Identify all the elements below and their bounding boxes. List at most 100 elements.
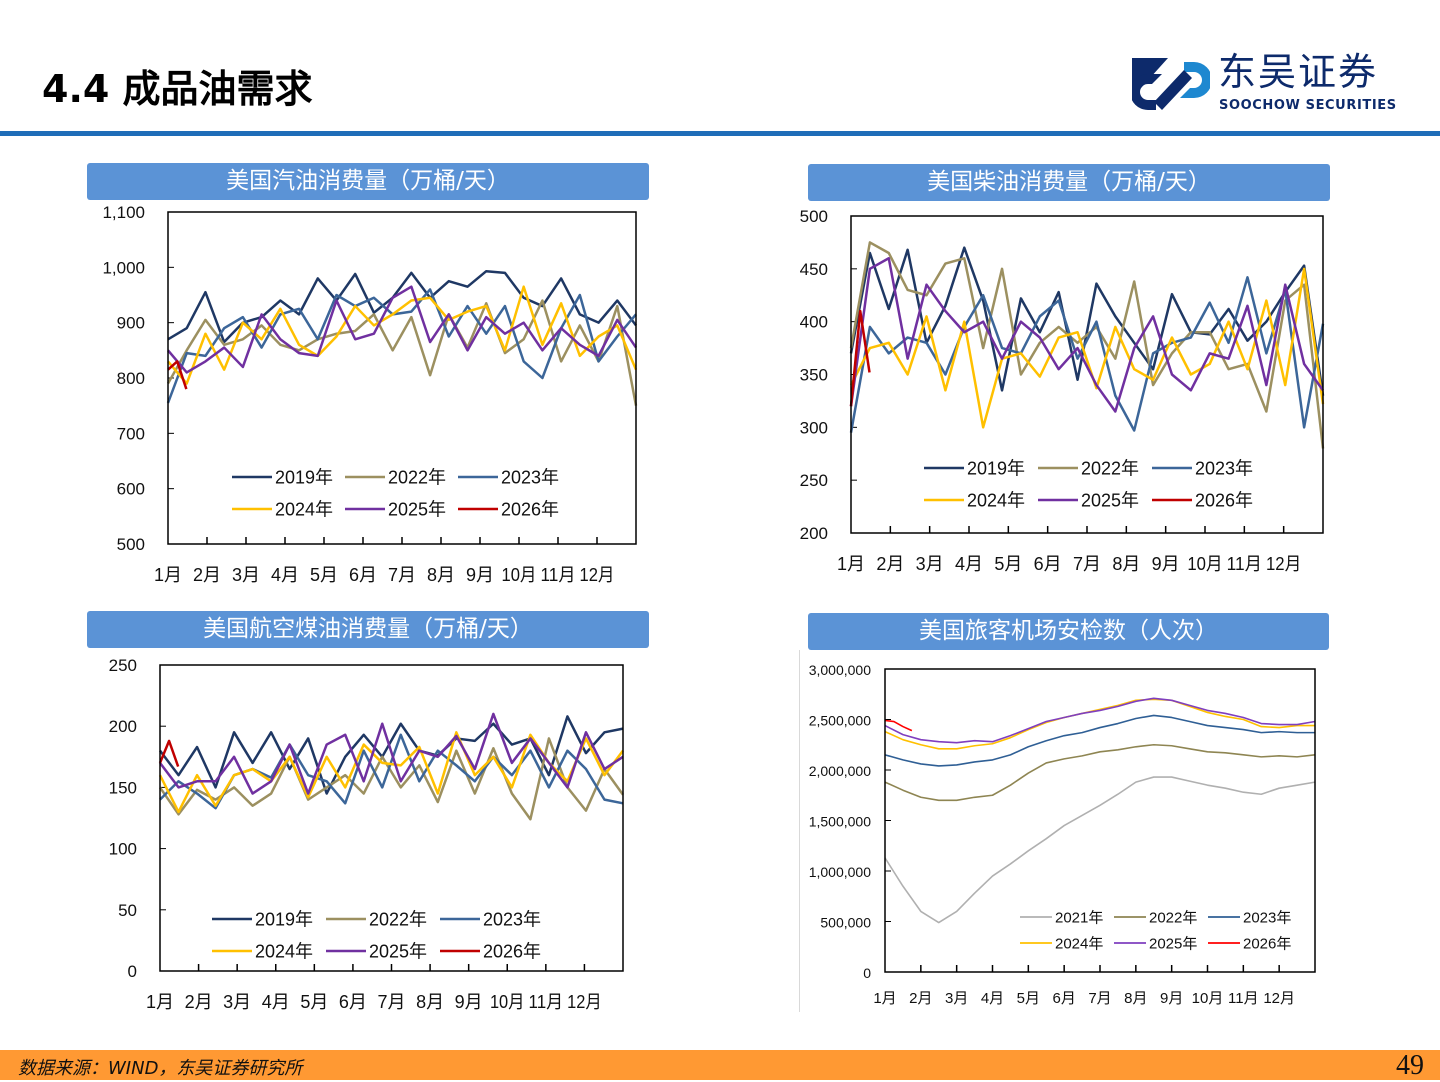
x-tick-label: 9月 bbox=[1160, 990, 1183, 1007]
x-tick-label: 1月 bbox=[154, 565, 182, 585]
legend-label: 2019年 bbox=[255, 909, 313, 929]
gasoline-chart-title: 美国汽油消费量（万桶/天） bbox=[87, 163, 649, 200]
series-line-2023年 bbox=[166, 288, 637, 404]
y-tick-label: 700 bbox=[117, 424, 145, 443]
x-tick-label: 3月 bbox=[916, 554, 944, 574]
y-tick-label: 150 bbox=[109, 778, 137, 797]
x-tick-label: 12月 bbox=[1263, 990, 1295, 1007]
x-tick-label: 3月 bbox=[945, 990, 968, 1007]
y-tick-label: 200 bbox=[800, 524, 828, 543]
series-line-2025年 bbox=[884, 697, 1316, 744]
y-tick-label: 400 bbox=[800, 313, 828, 332]
legend-label: 2024年 bbox=[1055, 935, 1103, 952]
y-tick-label: 450 bbox=[800, 260, 828, 279]
x-tick-label: 5月 bbox=[994, 554, 1022, 574]
series-line-2022年 bbox=[166, 299, 638, 406]
legend-label: 2025年 bbox=[369, 941, 427, 961]
y-tick-label: 500,000 bbox=[820, 915, 871, 931]
legend-label: 2026年 bbox=[1243, 935, 1291, 952]
x-tick-label: 10月 bbox=[1187, 554, 1222, 574]
legend-label: 2025年 bbox=[1081, 490, 1139, 510]
legend-label: 2025年 bbox=[1149, 935, 1197, 952]
logo-chinese-name: 东吴证券 bbox=[1218, 50, 1379, 94]
x-tick-label: 11月 bbox=[1227, 554, 1262, 574]
y-tick-label: 1,000 bbox=[102, 258, 145, 277]
y-tick-label: 0 bbox=[128, 962, 137, 981]
soochow-logo-mark-icon bbox=[1132, 58, 1210, 110]
legend-label: 2023年 bbox=[1195, 458, 1253, 478]
legend-label: 2022年 bbox=[1149, 909, 1197, 926]
legend-label: 2019年 bbox=[967, 458, 1025, 478]
x-tick-label: 12月 bbox=[580, 565, 615, 585]
series-line-2026年 bbox=[158, 739, 180, 768]
x-tick-label: 5月 bbox=[310, 565, 338, 585]
legend-label: 2024年 bbox=[255, 941, 313, 961]
x-tick-label: 7月 bbox=[388, 565, 416, 585]
series-line-2025年 bbox=[167, 285, 638, 374]
x-tick-label: 10月 bbox=[502, 565, 537, 585]
x-tick-label: 7月 bbox=[1088, 990, 1111, 1007]
plot-area-frame bbox=[850, 215, 1324, 534]
series-line-2022年 bbox=[849, 241, 1325, 449]
series-line-2023年 bbox=[849, 276, 1325, 433]
y-tick-label: 200 bbox=[109, 717, 137, 736]
legend-label: 2023年 bbox=[501, 467, 559, 487]
legend-label: 2022年 bbox=[369, 909, 427, 929]
y-tick-label: 900 bbox=[117, 314, 145, 333]
legend-label: 2024年 bbox=[275, 499, 333, 519]
x-tick-label: 6月 bbox=[339, 992, 367, 1012]
y-tick-label: 2,500,000 bbox=[809, 713, 871, 729]
x-tick-label: 8月 bbox=[1112, 554, 1140, 574]
gasoline-chart: 500 600 700 800 900 1,000 1,100 1月 2月 3月 4月 5月 6月 7月 8… bbox=[102, 203, 638, 585]
x-tick-label: 2月 bbox=[193, 565, 221, 585]
plot-area-frame bbox=[167, 211, 637, 545]
legend-label: 2022年 bbox=[1081, 458, 1139, 478]
diesel-chart: 200 250 300 350 400 450 500 1月 2月 3月 4月 5月 6月 7月 8月 9月 1… bbox=[800, 207, 1325, 574]
x-tick-label: 5月 bbox=[300, 992, 328, 1012]
divider bbox=[799, 650, 800, 1012]
jet-fuel-chart-title: 美国航空煤油消费量（万桶/天） bbox=[87, 611, 649, 648]
x-tick-label: 2月 bbox=[909, 990, 932, 1007]
series-line-2026年 bbox=[167, 360, 188, 390]
header-rule bbox=[0, 131, 1440, 136]
series-line-2021年 bbox=[884, 776, 1316, 924]
x-tick-label: 7月 bbox=[377, 992, 405, 1012]
plot-area-frame bbox=[159, 664, 624, 972]
x-tick-label: 11月 bbox=[529, 992, 564, 1012]
y-tick-label: 100 bbox=[109, 840, 137, 859]
legend-label: 2025年 bbox=[388, 499, 446, 519]
x-tick-label: 2月 bbox=[876, 554, 904, 574]
x-tick-label: 4月 bbox=[981, 990, 1004, 1007]
series-line-2024年 bbox=[849, 267, 1325, 429]
y-tick-label: 300 bbox=[800, 418, 828, 437]
x-tick-label: 11月 bbox=[541, 565, 576, 585]
footer-bar: 数据来源：WIND，东吴证券研究所 49 bbox=[0, 1050, 1440, 1081]
x-tick-label: 6月 bbox=[349, 565, 377, 585]
page-number: 49 bbox=[1396, 1050, 1424, 1081]
x-tick-label: 1月 bbox=[837, 554, 865, 574]
series-line-2019年 bbox=[849, 246, 1325, 396]
x-tick-label: 9月 bbox=[1152, 554, 1180, 574]
x-tick-label: 4月 bbox=[262, 992, 290, 1012]
x-tick-label: 12月 bbox=[1266, 554, 1301, 574]
tsa-chart: 0 500,000 1,000,000 1,500,000 2,000,000 2,500… bbox=[809, 662, 1316, 1007]
x-tick-label: 10月 bbox=[490, 992, 525, 1012]
series-line-2022年 bbox=[158, 737, 625, 821]
legend-label: 2026年 bbox=[483, 941, 541, 961]
soochow-logo: 东吴证券 SOOCHOW SECURITIES bbox=[1132, 50, 1412, 116]
tsa-chart-title: 美国旅客机场安检数（人次） bbox=[808, 613, 1329, 650]
x-tick-label: 12月 bbox=[567, 992, 602, 1012]
x-tick-label: 5月 bbox=[1017, 990, 1040, 1007]
x-tick-label: 10月 bbox=[1192, 990, 1224, 1007]
y-tick-label: 500 bbox=[117, 535, 145, 554]
y-tick-label: 500 bbox=[800, 207, 828, 226]
y-tick-label: 1,000,000 bbox=[809, 864, 871, 880]
y-tick-label: 600 bbox=[117, 480, 145, 499]
series-line-2022年 bbox=[884, 743, 1316, 802]
x-tick-label: 1月 bbox=[146, 992, 174, 1012]
x-tick-label: 1月 bbox=[873, 990, 896, 1007]
series-line-2019年 bbox=[167, 269, 637, 344]
x-tick-label: 7月 bbox=[1073, 554, 1101, 574]
logo-english-name: SOOCHOW SECURITIES bbox=[1219, 98, 1397, 113]
